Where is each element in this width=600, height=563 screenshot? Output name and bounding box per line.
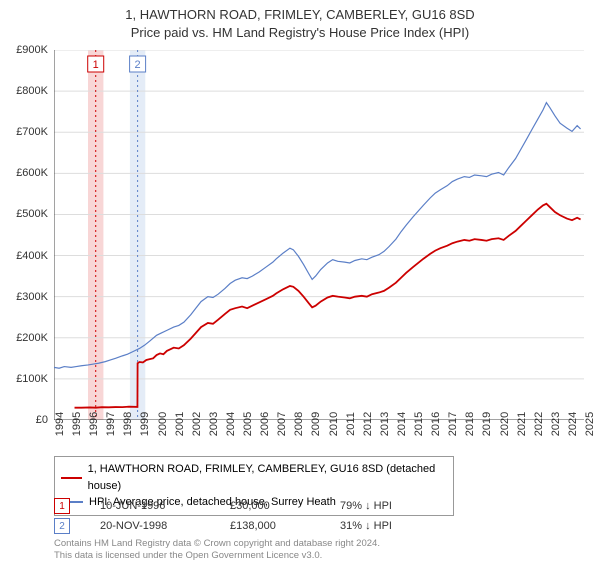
marker-detail-row: 2 20-NOV-1998 £138,000 31% ↓ HPI [54, 518, 392, 534]
title-line2: Price paid vs. HM Land Registry's House … [0, 24, 600, 42]
y-axis-tick-label: £500K [16, 208, 48, 220]
title-line1: 1, HAWTHORN ROAD, FRIMLEY, CAMBERLEY, GU… [0, 6, 600, 24]
y-axis-tick-label: £0 [36, 414, 48, 426]
svg-text:2: 2 [135, 59, 141, 71]
x-axis-tick-label: 1995 [71, 412, 83, 436]
x-axis-tick-label: 2019 [481, 412, 493, 436]
x-axis-tick-label: 2015 [413, 412, 425, 436]
x-axis-tick-label: 2021 [516, 412, 528, 436]
x-axis-tick-label: 2011 [345, 412, 357, 436]
x-axis-tick-label: 2000 [157, 412, 169, 436]
y-axis-tick-label: £700K [16, 126, 48, 138]
marker-price: £30,000 [230, 500, 310, 512]
x-axis-tick-label: 2017 [447, 412, 459, 436]
y-axis-tick-label: £900K [16, 44, 48, 56]
x-axis-tick-label: 2010 [328, 412, 340, 436]
y-axis-tick-label: £300K [16, 291, 48, 303]
x-axis-tick-label: 2002 [191, 412, 203, 436]
chart-area: 12 £0£100K£200K£300K£400K£500K£600K£700K… [54, 50, 584, 420]
x-axis-tick-label: 2008 [293, 412, 305, 436]
x-axis-tick-label: 2016 [430, 412, 442, 436]
y-axis-tick-label: £600K [16, 167, 48, 179]
marker-date: 20-NOV-1998 [100, 520, 200, 532]
y-axis-tick-label: £800K [16, 85, 48, 97]
y-axis-tick-label: £100K [16, 373, 48, 385]
x-axis-tick-label: 1999 [139, 412, 151, 436]
x-axis-tick-label: 2003 [208, 412, 220, 436]
footer-line1: Contains HM Land Registry data © Crown c… [54, 538, 380, 550]
svg-text:1: 1 [93, 59, 99, 71]
legend-swatch [61, 477, 82, 479]
x-axis-tick-label: 1997 [105, 412, 117, 436]
x-axis-tick-label: 2023 [550, 412, 562, 436]
chart-title: 1, HAWTHORN ROAD, FRIMLEY, CAMBERLEY, GU… [0, 0, 600, 41]
y-axis-tick-label: £200K [16, 332, 48, 344]
x-axis-tick-label: 2025 [584, 412, 596, 436]
x-axis-tick-label: 1994 [54, 412, 66, 436]
marker-diff: 31% ↓ HPI [340, 520, 392, 532]
x-axis-tick-label: 2006 [259, 412, 271, 436]
x-axis-tick-label: 2009 [310, 412, 322, 436]
footer-line2: This data is licensed under the Open Gov… [54, 550, 380, 562]
legend-label: 1, HAWTHORN ROAD, FRIMLEY, CAMBERLEY, GU… [88, 461, 447, 494]
marker-detail-row: 1 10-JUN-1996 £30,000 79% ↓ HPI [54, 498, 392, 514]
marker-price: £138,000 [230, 520, 310, 532]
x-axis-tick-label: 2013 [379, 412, 391, 436]
x-axis-tick-label: 2024 [567, 412, 579, 436]
y-axis-tick-label: £400K [16, 250, 48, 262]
x-axis-tick-label: 2022 [533, 412, 545, 436]
marker-date: 10-JUN-1996 [100, 500, 200, 512]
x-axis-tick-label: 2001 [174, 412, 186, 436]
x-axis-tick-label: 2004 [225, 412, 237, 436]
x-axis-tick-label: 2020 [499, 412, 511, 436]
x-axis-tick-label: 2005 [242, 412, 254, 436]
x-axis-tick-label: 2014 [396, 412, 408, 436]
marker-diff: 79% ↓ HPI [340, 500, 392, 512]
marker-badge: 1 [54, 498, 70, 514]
marker-badge: 2 [54, 518, 70, 534]
x-axis-tick-label: 1998 [122, 412, 134, 436]
x-axis-tick-label: 2012 [362, 412, 374, 436]
chart-svg: 12 [54, 50, 584, 420]
x-axis-tick-label: 2018 [464, 412, 476, 436]
x-axis-tick-label: 2007 [276, 412, 288, 436]
footer-attribution: Contains HM Land Registry data © Crown c… [54, 538, 380, 563]
x-axis-tick-label: 1996 [88, 412, 100, 436]
legend-item-price-paid: 1, HAWTHORN ROAD, FRIMLEY, CAMBERLEY, GU… [61, 461, 447, 494]
